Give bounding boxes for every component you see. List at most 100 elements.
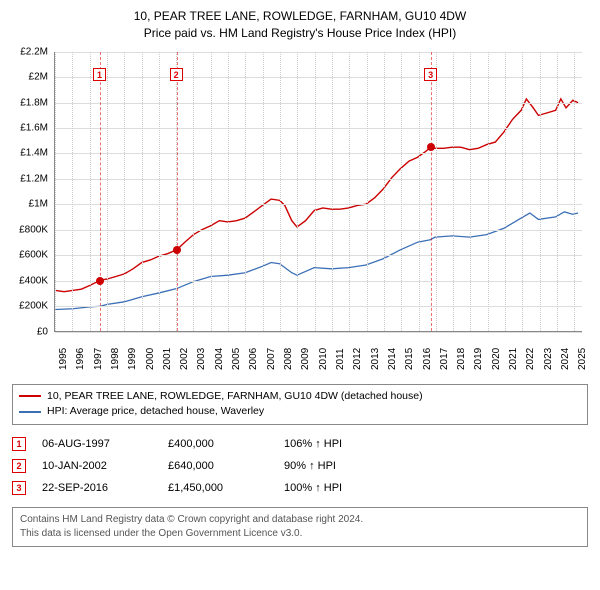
gridline-v bbox=[349, 52, 350, 331]
x-axis-label: 2024 bbox=[560, 347, 571, 369]
gridline-v bbox=[55, 52, 56, 331]
x-axis-label: 2004 bbox=[214, 347, 225, 369]
event-vline bbox=[100, 52, 101, 331]
gridline-h bbox=[55, 204, 582, 205]
event-row: 106-AUG-1997£400,000106% ↑ HPI bbox=[12, 433, 588, 455]
event-pct: 90% ↑ HPI bbox=[284, 460, 394, 472]
gridline-v bbox=[297, 52, 298, 331]
gridline-h bbox=[55, 332, 582, 333]
gridline-v bbox=[522, 52, 523, 331]
event-num: 3 bbox=[12, 481, 26, 495]
gridline-h bbox=[55, 153, 582, 154]
title-block: 10, PEAR TREE LANE, ROWLEDGE, FARNHAM, G… bbox=[12, 8, 588, 42]
x-axis-label: 2008 bbox=[283, 347, 294, 369]
x-axis-label: 1997 bbox=[93, 347, 104, 369]
gridline-v bbox=[107, 52, 108, 331]
chart-area: 123 £0£200K£400K£600K£800K£1M£1.2M£1.4M£… bbox=[12, 48, 588, 378]
plot-region: 123 bbox=[54, 52, 582, 332]
x-axis-label: 2021 bbox=[508, 347, 519, 369]
x-axis-label: 2003 bbox=[196, 347, 207, 369]
y-axis-label: £800K bbox=[19, 224, 48, 235]
gridline-h bbox=[55, 52, 582, 53]
legend-label: HPI: Average price, detached house, Wave… bbox=[47, 404, 264, 420]
legend-box: 10, PEAR TREE LANE, ROWLEDGE, FARNHAM, G… bbox=[12, 384, 588, 426]
y-axis-label: £1.8M bbox=[20, 97, 48, 108]
gridline-h bbox=[55, 103, 582, 104]
chart-container: 10, PEAR TREE LANE, ROWLEDGE, FARNHAM, G… bbox=[0, 0, 600, 555]
event-date: 10-JAN-2002 bbox=[42, 460, 152, 472]
legend-row: HPI: Average price, detached house, Wave… bbox=[19, 404, 581, 420]
gridline-v bbox=[315, 52, 316, 331]
events-table: 106-AUG-1997£400,000106% ↑ HPI210-JAN-20… bbox=[12, 433, 588, 499]
x-axis-label: 2025 bbox=[577, 347, 588, 369]
x-axis-label: 2016 bbox=[422, 347, 433, 369]
gridline-h bbox=[55, 281, 582, 282]
gridline-v bbox=[228, 52, 229, 331]
y-axis-label: £1.4M bbox=[20, 148, 48, 159]
line-svg bbox=[55, 52, 582, 331]
title-subtitle: Price paid vs. HM Land Registry's House … bbox=[12, 25, 588, 42]
x-axis-label: 1999 bbox=[127, 347, 138, 369]
y-axis-label: £200K bbox=[19, 301, 48, 312]
footer-line1: Contains HM Land Registry data © Crown c… bbox=[20, 513, 580, 527]
x-axis-label: 2013 bbox=[370, 347, 381, 369]
footer-line2: This data is licensed under the Open Gov… bbox=[20, 527, 580, 541]
y-axis-label: £1.2M bbox=[20, 173, 48, 184]
x-axis-label: 2010 bbox=[318, 347, 329, 369]
event-row: 322-SEP-2016£1,450,000100% ↑ HPI bbox=[12, 477, 588, 499]
event-date: 06-AUG-1997 bbox=[42, 438, 152, 450]
footer-box: Contains HM Land Registry data © Crown c… bbox=[12, 507, 588, 547]
x-axis-label: 2019 bbox=[473, 347, 484, 369]
event-num: 2 bbox=[12, 459, 26, 473]
gridline-h bbox=[55, 255, 582, 256]
x-axis-label: 1995 bbox=[58, 347, 69, 369]
x-axis-label: 2015 bbox=[404, 347, 415, 369]
gridline-v bbox=[488, 52, 489, 331]
y-axis-label: £2M bbox=[29, 72, 48, 83]
gridline-v bbox=[505, 52, 506, 331]
sale-dot bbox=[173, 246, 181, 254]
y-axis-label: £1.6M bbox=[20, 122, 48, 133]
event-row: 210-JAN-2002£640,00090% ↑ HPI bbox=[12, 455, 588, 477]
event-vline bbox=[431, 52, 432, 331]
gridline-h bbox=[55, 306, 582, 307]
y-axis-label: £2.2M bbox=[20, 46, 48, 57]
x-axis-label: 2007 bbox=[266, 347, 277, 369]
event-marker-2: 2 bbox=[170, 68, 183, 81]
gridline-v bbox=[557, 52, 558, 331]
x-axis-label: 2014 bbox=[387, 347, 398, 369]
x-axis-label: 2011 bbox=[335, 348, 346, 370]
legend-label: 10, PEAR TREE LANE, ROWLEDGE, FARNHAM, G… bbox=[47, 389, 423, 405]
legend-swatch bbox=[19, 411, 41, 413]
gridline-v bbox=[470, 52, 471, 331]
gridline-v bbox=[142, 52, 143, 331]
x-axis-label: 2020 bbox=[491, 347, 502, 369]
y-axis-label: £600K bbox=[19, 250, 48, 261]
gridline-v bbox=[90, 52, 91, 331]
event-price: £1,450,000 bbox=[168, 482, 268, 494]
gridline-v bbox=[367, 52, 368, 331]
x-axis-label: 2012 bbox=[352, 347, 363, 369]
title-address: 10, PEAR TREE LANE, ROWLEDGE, FARNHAM, G… bbox=[12, 8, 588, 25]
sale-dot bbox=[427, 143, 435, 151]
gridline-h bbox=[55, 77, 582, 78]
gridline-v bbox=[401, 52, 402, 331]
gridline-v bbox=[540, 52, 541, 331]
y-axis-label: £400K bbox=[19, 275, 48, 286]
gridline-v bbox=[124, 52, 125, 331]
gridline-v bbox=[245, 52, 246, 331]
gridline-h bbox=[55, 128, 582, 129]
y-axis-label: £1M bbox=[29, 199, 48, 210]
sale-dot bbox=[96, 277, 104, 285]
gridline-v bbox=[211, 52, 212, 331]
x-axis-label: 2005 bbox=[231, 347, 242, 369]
x-axis-label: 2002 bbox=[179, 347, 190, 369]
gridline-h bbox=[55, 230, 582, 231]
event-price: £400,000 bbox=[168, 438, 268, 450]
event-vline bbox=[177, 52, 178, 331]
event-num: 1 bbox=[12, 437, 26, 451]
legend-row: 10, PEAR TREE LANE, ROWLEDGE, FARNHAM, G… bbox=[19, 389, 581, 405]
gridline-v bbox=[263, 52, 264, 331]
gridline-v bbox=[436, 52, 437, 331]
x-axis-label: 2022 bbox=[525, 347, 536, 369]
